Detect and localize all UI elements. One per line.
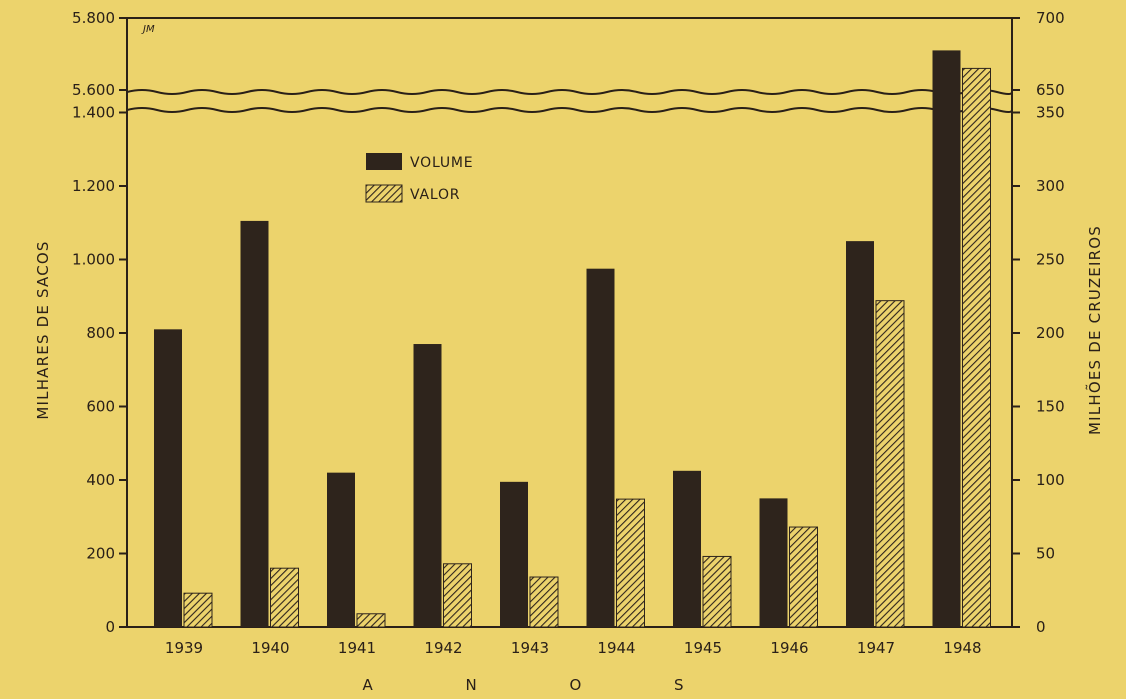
y-left-tick-label: 400	[86, 471, 115, 489]
y-right-tick-label: 200	[1036, 324, 1065, 342]
y-right-tick-label: 100	[1036, 471, 1065, 489]
y-right-tick-label: 650	[1036, 81, 1065, 99]
bar-valor	[875, 300, 905, 628]
bar-volume	[240, 220, 269, 627]
axis-break-line-lower	[126, 107, 1013, 113]
axis-break-gap	[128, 92, 1011, 110]
bar-valor	[962, 67, 991, 628]
y-right-tick-label: 350	[1036, 104, 1065, 122]
x-tick-label: 1939	[165, 639, 203, 657]
x-tick-label: 1945	[684, 639, 722, 657]
legend-label-valor: VALOR	[410, 187, 460, 203]
legend-swatch-valor	[365, 184, 403, 203]
bar-volume	[500, 481, 528, 627]
axis-break-line-upper	[126, 89, 1013, 95]
bar-valor	[789, 526, 818, 628]
y-left-tick-label: 5.600	[72, 81, 115, 99]
corner-mark: JM	[141, 24, 155, 35]
bar-volume	[154, 329, 182, 627]
x-tick-label: 1943	[511, 639, 549, 657]
bar-valor	[183, 592, 213, 628]
y-left-tick-label: 800	[86, 324, 115, 342]
x-tick-label: 1942	[424, 639, 462, 657]
legend: VOLUME VALOR	[365, 153, 473, 203]
y-right-tick-label: 50	[1036, 545, 1055, 563]
x-tick-label: 1941	[338, 639, 376, 657]
y-right-tick-label: 250	[1036, 251, 1065, 269]
y-right-tick-label: 150	[1036, 398, 1065, 416]
y-left-tick-label: 0	[105, 618, 115, 636]
y-axis-title-left: MILHARES DE SACOS	[34, 240, 52, 419]
y-left-tick-label: 1.200	[72, 177, 115, 195]
y-right-tick-label: 700	[1036, 9, 1065, 27]
x-axis-title: A N O S	[362, 676, 727, 694]
y-left-tick-label: 200	[86, 545, 115, 563]
tick-labels: 0 200 400 600 800 1.000 1.200 1.400 5.600 5.800 0 5…	[72, 9, 1065, 657]
bar-volume	[327, 472, 355, 627]
x-tick-label: 1946	[770, 639, 808, 657]
y-left-tick-label: 1.400	[72, 104, 115, 122]
legend-swatch-volume	[366, 153, 402, 170]
x-tick-label: 1948	[943, 639, 981, 657]
y-left-tick-label: 5.800	[72, 9, 115, 27]
bar-valor	[270, 567, 299, 628]
bar-volume	[932, 50, 961, 627]
bar-volume	[673, 470, 701, 627]
bar-valor	[702, 555, 732, 628]
x-tick-label: 1940	[251, 639, 289, 657]
legend-label-volume: VOLUME	[410, 155, 473, 171]
x-tick-label: 1947	[857, 639, 895, 657]
bar-valor	[356, 613, 386, 628]
bar-valor	[529, 576, 559, 628]
bar-valor	[443, 563, 472, 628]
bars	[154, 50, 991, 628]
y-left-tick-label: 1.000	[72, 251, 115, 269]
y-right-tick-label: 300	[1036, 177, 1065, 195]
bar-volume	[413, 344, 442, 627]
y-axis-title-right: MILHÕES DE CRUZEIROS	[1085, 225, 1104, 435]
y-right-tick-label: 0	[1036, 618, 1046, 636]
y-left-tick-label: 600	[86, 398, 115, 416]
bar-volume	[586, 268, 615, 627]
x-tick-label: 1944	[597, 639, 635, 657]
bar-volume	[846, 241, 874, 627]
bar-valor	[616, 498, 645, 628]
bar-volume	[759, 498, 788, 627]
